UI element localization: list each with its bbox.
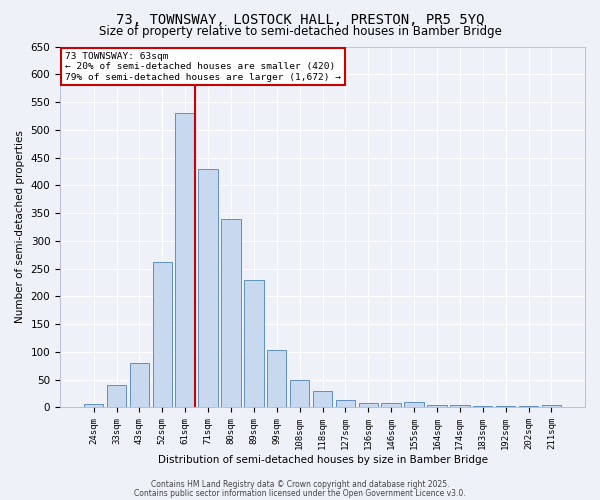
Y-axis label: Number of semi-detached properties: Number of semi-detached properties xyxy=(15,130,25,324)
Bar xyxy=(473,406,493,408)
Bar xyxy=(221,218,241,408)
Bar xyxy=(152,262,172,408)
Text: Contains public sector information licensed under the Open Government Licence v3: Contains public sector information licen… xyxy=(134,488,466,498)
Text: 73 TOWNSWAY: 63sqm
← 20% of semi-detached houses are smaller (420)
79% of semi-d: 73 TOWNSWAY: 63sqm ← 20% of semi-detache… xyxy=(65,52,341,82)
Bar xyxy=(290,380,310,407)
Bar xyxy=(130,363,149,408)
Bar xyxy=(404,402,424,407)
Bar xyxy=(427,404,446,407)
X-axis label: Distribution of semi-detached houses by size in Bamber Bridge: Distribution of semi-detached houses by … xyxy=(158,455,488,465)
Bar xyxy=(84,404,103,407)
Bar xyxy=(496,406,515,408)
Bar xyxy=(382,403,401,407)
Bar xyxy=(175,113,195,408)
Bar xyxy=(519,406,538,408)
Bar xyxy=(244,280,263,407)
Bar xyxy=(313,391,332,407)
Bar xyxy=(107,386,126,407)
Bar xyxy=(542,406,561,407)
Text: Size of property relative to semi-detached houses in Bamber Bridge: Size of property relative to semi-detach… xyxy=(98,25,502,38)
Bar xyxy=(359,403,378,407)
Bar xyxy=(267,350,286,408)
Bar xyxy=(335,400,355,407)
Text: Contains HM Land Registry data © Crown copyright and database right 2025.: Contains HM Land Registry data © Crown c… xyxy=(151,480,449,489)
Text: 73, TOWNSWAY, LOSTOCK HALL, PRESTON, PR5 5YQ: 73, TOWNSWAY, LOSTOCK HALL, PRESTON, PR5… xyxy=(116,12,484,26)
Bar xyxy=(199,168,218,408)
Bar xyxy=(450,404,470,407)
